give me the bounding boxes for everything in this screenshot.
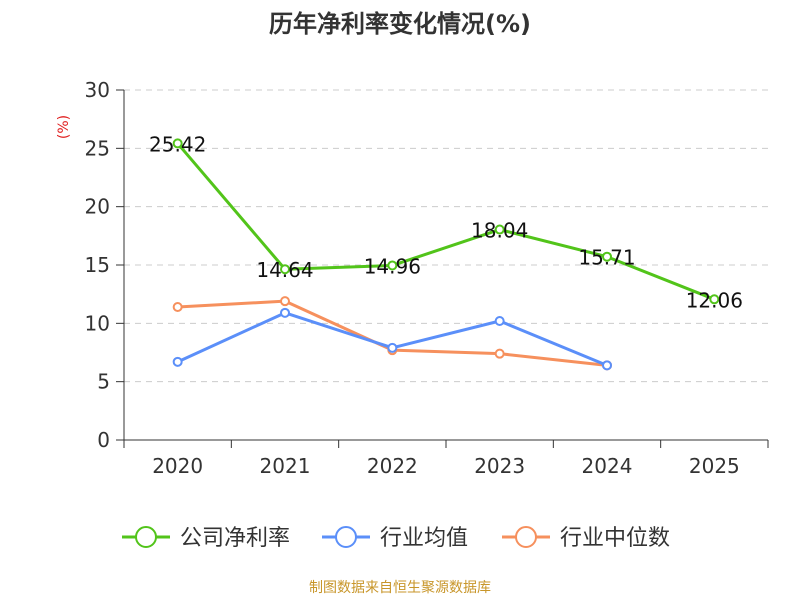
legend-marker-icon	[135, 526, 157, 548]
y-tick-label: 20	[85, 195, 110, 219]
data-point	[172, 138, 183, 149]
data-point	[602, 251, 612, 262]
legend-label: 行业均值	[380, 526, 468, 551]
data-point	[494, 316, 505, 326]
series-layer: 25.42 14.64 14.96 18.04 15.71 12.06	[149, 132, 743, 371]
data-point	[280, 296, 290, 307]
data-label: 15.71	[578, 246, 635, 270]
grid-lines	[124, 89, 768, 383]
legend-label: 行业中位数	[560, 526, 670, 551]
data-point	[602, 360, 612, 371]
y-tick-label: 25	[85, 136, 110, 160]
y-tick-label: 15	[85, 253, 110, 277]
legend-marker-icon	[515, 526, 537, 548]
data-label: 25.42	[149, 132, 206, 156]
x-tick-label: 2020	[152, 454, 203, 478]
data-point	[387, 342, 398, 353]
x-tick-label: 2021	[260, 454, 311, 478]
legend-label: 公司净利率	[180, 526, 290, 551]
data-label: 14.96	[364, 254, 421, 278]
legend: 公司净利率 行业均值 行业中位数	[122, 526, 670, 551]
legend-item: 行业中位数	[502, 526, 670, 551]
series-line	[176, 142, 715, 301]
data-label: 14.64	[256, 258, 313, 282]
x-tick-label: 2025	[689, 454, 740, 478]
data-point	[172, 302, 183, 312]
y-axis-unit-label: (%)	[56, 115, 72, 139]
source-footer: 制图数据来自恒生聚源数据库	[309, 580, 491, 596]
legend-item: 行业均值	[322, 526, 468, 551]
data-label: 18.04	[471, 219, 528, 243]
data-point	[280, 307, 290, 318]
legend-item: 公司净利率	[122, 526, 290, 551]
data-point	[494, 348, 505, 359]
x-tick-label: 2024	[582, 454, 633, 478]
data-point	[280, 264, 290, 275]
data-point	[387, 260, 398, 271]
data-point	[494, 224, 505, 235]
y-tick-label: 30	[85, 78, 110, 102]
x-tick-label: 2022	[367, 454, 418, 478]
chart-title: 历年净利率变化情况(%)	[269, 10, 531, 38]
legend-marker-icon	[335, 526, 357, 548]
y-tick-label: 5	[97, 370, 110, 394]
data-point	[709, 294, 720, 305]
y-tick-label: 0	[97, 428, 110, 452]
x-tick-label: 2023	[474, 454, 525, 478]
data-label: 12.06	[686, 288, 743, 312]
y-tick-label: 10	[85, 311, 110, 335]
data-point	[172, 356, 183, 367]
